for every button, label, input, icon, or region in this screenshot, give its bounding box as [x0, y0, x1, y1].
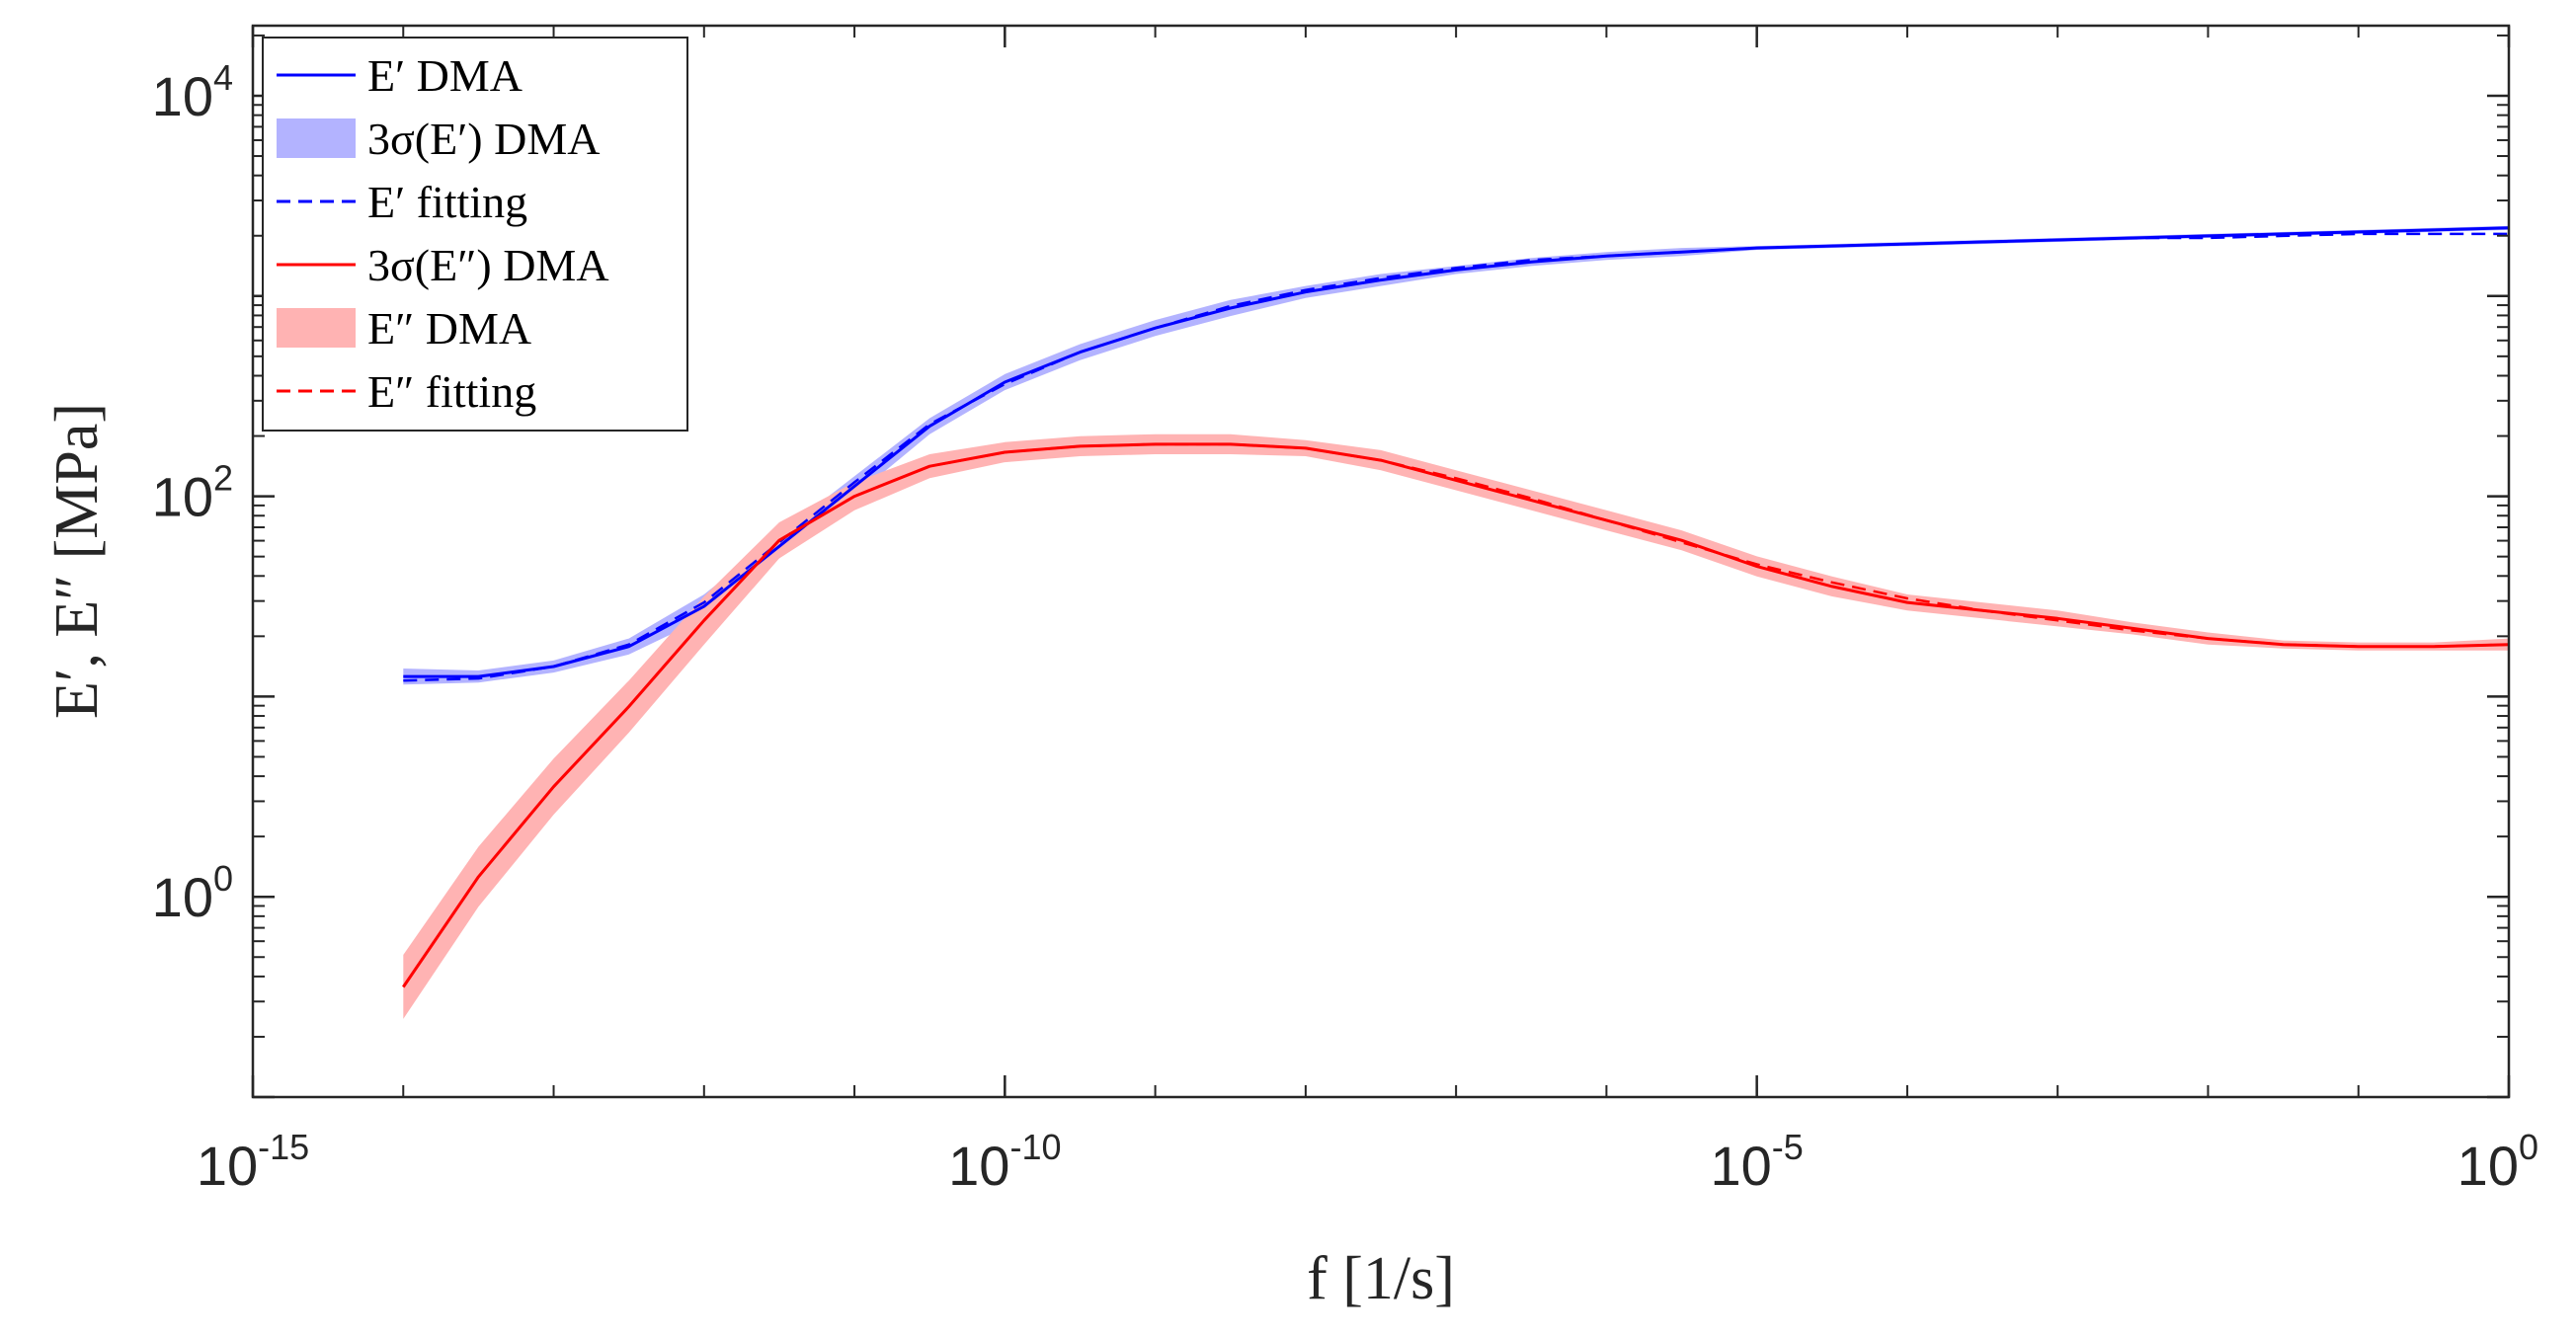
x-tick-label-3: 100: [2457, 1127, 2538, 1197]
x-tick-label-2: 10-5: [1711, 1127, 1804, 1197]
legend-label-5: E″ fitting: [367, 366, 536, 417]
x-tick-labels: 10-15 10-10 10-5 100: [197, 1127, 2538, 1197]
series-lines: [402, 226, 2510, 988]
series-line-1: [403, 232, 2509, 682]
y-axis-label: E′, E″ [MPa]: [43, 403, 111, 719]
y-tick-label-2: 104: [152, 57, 233, 127]
legend-label-3: 3σ(E″) DMA: [367, 240, 609, 290]
minor-ticks: [253, 26, 2509, 1097]
y-tick-labels: 100 102 104: [152, 57, 233, 928]
series-line-3: [402, 442, 2510, 988]
legend-label-4: E″ DMA: [367, 303, 531, 354]
legend: E′ DMA 3σ(E′) DMA E′ fitting 3σ(E″) DMA E″ D…: [262, 37, 688, 432]
x-axis-label: f [1/s]: [1307, 1245, 1455, 1312]
legend-box: [262, 37, 688, 432]
x-tick-label-0: 10-15: [197, 1127, 309, 1197]
y-tick-label-1: 102: [152, 458, 233, 528]
x-tick-label-1: 10-10: [948, 1127, 1061, 1197]
legend-swatch-4: [277, 308, 356, 348]
y-tick-label-0: 100: [152, 858, 233, 928]
axes-box: [251, 24, 2511, 1099]
legend-label-1: 3σ(E′) DMA: [367, 114, 600, 164]
legend-label-0: E′ DMA: [367, 50, 523, 101]
legend-label-2: E′ fitting: [367, 177, 527, 227]
legend-swatch-1: [277, 118, 356, 158]
